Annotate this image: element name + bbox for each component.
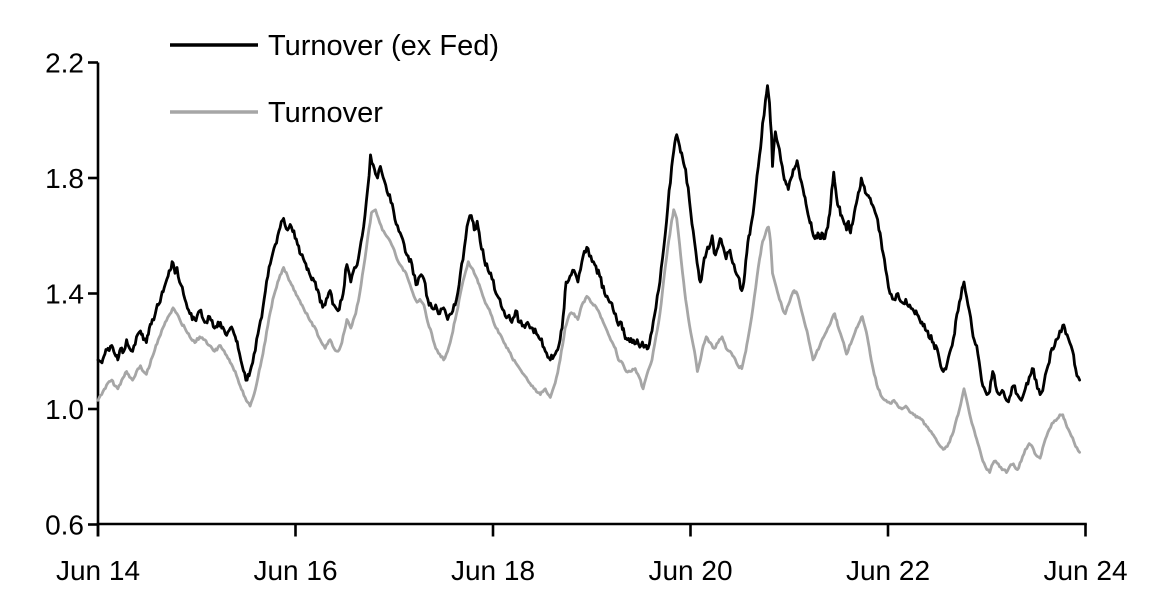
axes: 0.6 1.0 1.4 1.8 2.2 Jun 14 Jun 16 Jun 18 Jun 20 J…: [45, 48, 1127, 587]
y-tick-label: 1.0: [45, 394, 84, 425]
legend: Turnover (ex Fed) Turnover: [170, 30, 499, 129]
y-tick-label: 0.6: [45, 510, 84, 541]
x-tick-label: Jun 20: [648, 555, 732, 586]
y-tick-label: 2.2: [45, 48, 84, 79]
series-lines: [96, 84, 1081, 474]
legend-label-turnover: Turnover: [268, 97, 383, 129]
x-tick-label: Jun 24: [1043, 555, 1127, 586]
x-tick-label: Jun 14: [56, 555, 140, 586]
x-tick-label: Jun 22: [846, 555, 930, 586]
series-line-turnover: [96, 208, 1081, 474]
x-tick-label: Jun 18: [451, 555, 535, 586]
y-tick-label: 1.8: [45, 163, 84, 194]
x-tick-label: Jun 16: [253, 555, 337, 586]
y-tick-label: 1.4: [45, 279, 84, 310]
series-line-turnover-ex-fed: [96, 84, 1081, 404]
legend-label-turnover-ex-fed: Turnover (ex Fed): [268, 30, 499, 62]
